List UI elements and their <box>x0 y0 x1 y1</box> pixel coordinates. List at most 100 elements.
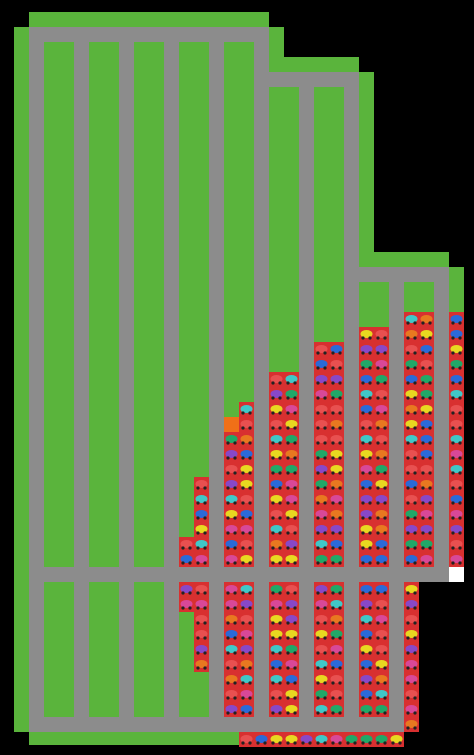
car <box>405 345 418 353</box>
wheel <box>226 681 230 685</box>
car <box>195 645 208 653</box>
wheel <box>271 501 275 505</box>
car <box>360 540 373 548</box>
car <box>225 600 238 608</box>
wheel <box>376 501 380 505</box>
car <box>375 690 388 698</box>
wheel <box>376 396 380 400</box>
wheel <box>338 486 342 490</box>
wheel <box>361 666 365 670</box>
wheel <box>406 411 410 415</box>
car <box>285 555 298 563</box>
wheel <box>331 741 335 745</box>
car <box>360 420 373 428</box>
wheel <box>428 411 432 415</box>
cars <box>179 312 464 747</box>
wheel <box>248 591 252 595</box>
car <box>420 510 433 518</box>
wheel <box>323 426 327 430</box>
wheel <box>361 366 365 370</box>
wheel <box>248 411 252 415</box>
wheel <box>248 651 252 655</box>
wheel <box>196 621 200 625</box>
car <box>360 405 373 413</box>
car <box>270 705 283 713</box>
wheel <box>458 456 462 460</box>
wheel <box>278 426 282 430</box>
wheel <box>406 471 410 475</box>
wheel <box>248 531 252 535</box>
car <box>195 630 208 638</box>
wheel <box>413 426 417 430</box>
car <box>405 360 418 368</box>
wheel <box>451 321 455 325</box>
wheel <box>293 636 297 640</box>
wheel <box>451 336 455 340</box>
car <box>375 525 388 533</box>
wheel <box>376 456 380 460</box>
car <box>240 615 253 623</box>
car <box>360 630 373 638</box>
wheel <box>241 696 245 700</box>
wheel <box>256 741 260 745</box>
wheel <box>226 546 230 550</box>
car <box>330 735 343 743</box>
car <box>240 480 253 488</box>
wheel <box>451 561 455 565</box>
wheel <box>278 441 282 445</box>
car <box>270 540 283 548</box>
wheel <box>286 381 290 385</box>
car <box>360 345 373 353</box>
wheel <box>338 621 342 625</box>
car <box>420 405 433 413</box>
wheel <box>278 396 282 400</box>
wheel <box>226 516 230 520</box>
wheel <box>413 471 417 475</box>
wheel <box>338 636 342 640</box>
wheel <box>406 486 410 490</box>
car <box>195 555 208 563</box>
wheel <box>196 636 200 640</box>
wheel <box>316 396 320 400</box>
wheel <box>323 621 327 625</box>
wheel <box>451 516 455 520</box>
car <box>330 660 343 668</box>
car <box>315 420 328 428</box>
car <box>330 585 343 593</box>
wheel <box>368 651 372 655</box>
wheel <box>271 711 275 715</box>
wheel <box>233 531 237 535</box>
wheel <box>376 336 380 340</box>
wheel <box>368 666 372 670</box>
wheel <box>383 696 387 700</box>
wheel <box>368 531 372 535</box>
wheel <box>226 561 230 565</box>
wheel <box>286 561 290 565</box>
car <box>315 390 328 398</box>
wheel <box>368 636 372 640</box>
car <box>375 330 388 338</box>
wheel <box>233 621 237 625</box>
wheel <box>383 591 387 595</box>
wheel <box>293 696 297 700</box>
car <box>285 615 298 623</box>
wheel <box>368 411 372 415</box>
car <box>195 480 208 488</box>
wheel <box>331 501 335 505</box>
wheel <box>458 501 462 505</box>
wheel <box>226 471 230 475</box>
wheel <box>331 516 335 520</box>
wheel <box>203 546 207 550</box>
wheel <box>413 726 417 730</box>
wheel <box>458 366 462 370</box>
wheel <box>226 531 230 535</box>
wheel <box>406 666 410 670</box>
wheel <box>413 561 417 565</box>
wheel <box>331 621 335 625</box>
wheel <box>278 741 282 745</box>
wheel <box>421 321 425 325</box>
wheel <box>406 681 410 685</box>
car <box>360 525 373 533</box>
wheel <box>241 636 245 640</box>
car <box>330 690 343 698</box>
